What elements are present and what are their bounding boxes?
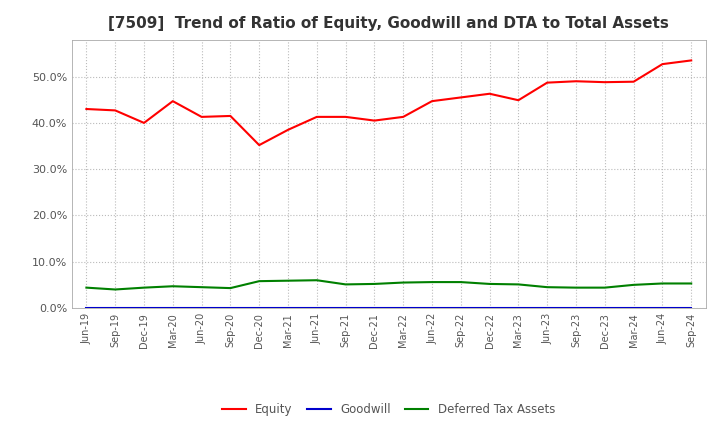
Equity	[399, 114, 408, 120]
Legend: Equity, Goodwill, Deferred Tax Assets: Equity, Goodwill, Deferred Tax Assets	[219, 400, 559, 420]
Goodwill	[341, 305, 350, 311]
Equity	[284, 127, 292, 132]
Deferred Tax Assets	[399, 280, 408, 285]
Goodwill	[82, 305, 91, 311]
Deferred Tax Assets	[168, 284, 177, 289]
Equity	[456, 95, 465, 100]
Goodwill	[370, 305, 379, 311]
Equity	[629, 79, 638, 84]
Deferred Tax Assets	[226, 286, 235, 291]
Goodwill	[687, 305, 696, 311]
Deferred Tax Assets	[514, 282, 523, 287]
Goodwill	[197, 305, 206, 311]
Deferred Tax Assets	[687, 281, 696, 286]
Goodwill	[485, 305, 494, 311]
Equity	[226, 114, 235, 119]
Equity	[572, 79, 580, 84]
Deferred Tax Assets	[658, 281, 667, 286]
Goodwill	[600, 305, 609, 311]
Deferred Tax Assets	[255, 279, 264, 284]
Goodwill	[140, 305, 148, 311]
Equity	[428, 99, 436, 104]
Goodwill	[456, 305, 465, 311]
Goodwill	[658, 305, 667, 311]
Equity	[600, 80, 609, 85]
Deferred Tax Assets	[284, 278, 292, 283]
Equity	[312, 114, 321, 120]
Deferred Tax Assets	[600, 285, 609, 290]
Goodwill	[255, 305, 264, 311]
Equity	[111, 108, 120, 113]
Deferred Tax Assets	[82, 285, 91, 290]
Equity	[255, 143, 264, 148]
Deferred Tax Assets	[341, 282, 350, 287]
Deferred Tax Assets	[370, 281, 379, 286]
Line: Deferred Tax Assets: Deferred Tax Assets	[86, 280, 691, 290]
Goodwill	[312, 305, 321, 311]
Equity	[658, 62, 667, 67]
Equity	[543, 80, 552, 85]
Equity	[514, 98, 523, 103]
Deferred Tax Assets	[197, 285, 206, 290]
Deferred Tax Assets	[572, 285, 580, 290]
Deferred Tax Assets	[629, 282, 638, 287]
Equity	[82, 106, 91, 112]
Goodwill	[629, 305, 638, 311]
Equity	[370, 118, 379, 123]
Equity	[485, 91, 494, 96]
Deferred Tax Assets	[543, 285, 552, 290]
Goodwill	[168, 305, 177, 311]
Goodwill	[399, 305, 408, 311]
Equity	[168, 99, 177, 104]
Goodwill	[226, 305, 235, 311]
Deferred Tax Assets	[428, 279, 436, 285]
Goodwill	[284, 305, 292, 311]
Deferred Tax Assets	[456, 279, 465, 285]
Goodwill	[514, 305, 523, 311]
Goodwill	[572, 305, 580, 311]
Equity	[341, 114, 350, 120]
Deferred Tax Assets	[140, 285, 148, 290]
Equity	[687, 58, 696, 63]
Equity	[140, 120, 148, 125]
Goodwill	[543, 305, 552, 311]
Goodwill	[428, 305, 436, 311]
Deferred Tax Assets	[111, 287, 120, 292]
Deferred Tax Assets	[312, 278, 321, 283]
Title: [7509]  Trend of Ratio of Equity, Goodwill and DTA to Total Assets: [7509] Trend of Ratio of Equity, Goodwil…	[109, 16, 669, 32]
Line: Equity: Equity	[86, 60, 691, 145]
Goodwill	[111, 305, 120, 311]
Deferred Tax Assets	[485, 281, 494, 286]
Equity	[197, 114, 206, 120]
